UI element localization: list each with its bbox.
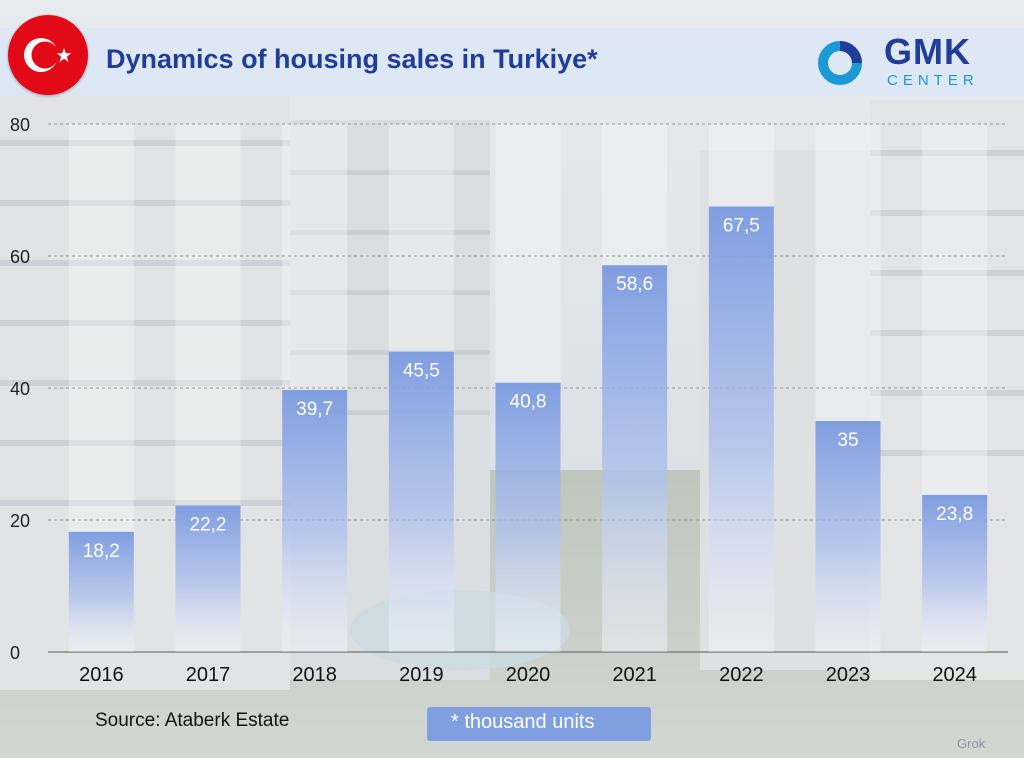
bar-value-label: 35 <box>837 430 858 451</box>
y-tick-label: 40 <box>10 379 30 399</box>
x-tick-label: 2018 <box>292 664 337 686</box>
x-tick-label: 2021 <box>612 664 657 686</box>
bar <box>282 389 348 652</box>
x-tick-label: 2016 <box>79 664 124 686</box>
x-tick-label: 2020 <box>506 664 551 686</box>
bar-value-label: 58,6 <box>616 274 653 295</box>
bar-value-label: 22,2 <box>190 514 227 535</box>
x-tick-label: 2023 <box>826 664 871 686</box>
bar <box>495 382 561 652</box>
x-tick-label: 2024 <box>932 664 977 686</box>
bar <box>922 494 988 652</box>
bar-value-label: 45,5 <box>403 361 440 382</box>
x-tick-label: 2022 <box>719 664 764 686</box>
bar <box>68 531 134 652</box>
watermark: Grok <box>957 736 986 751</box>
bar-value-label: 39,7 <box>296 399 333 420</box>
bar-value-label: 18,2 <box>83 541 120 562</box>
bar-value-label: 40,8 <box>510 392 547 413</box>
logo-name: GMK <box>884 31 971 72</box>
turkey-flag-icon <box>8 15 88 95</box>
x-tick-label: 2017 <box>186 664 231 686</box>
bar <box>708 206 774 652</box>
y-tick-label: 0 <box>10 643 20 663</box>
bar-value-label: 23,8 <box>936 504 973 525</box>
y-tick-label: 60 <box>10 247 30 267</box>
bar <box>175 505 241 652</box>
y-tick-label: 80 <box>10 115 30 135</box>
y-tick-label: 20 <box>10 511 30 531</box>
bar-value-label: 67,5 <box>723 216 760 237</box>
bar <box>388 351 454 652</box>
bar <box>602 265 668 652</box>
gmk-logo-icon <box>816 39 864 87</box>
source-note: Source: Ataberk Estate <box>95 710 290 731</box>
logo-subtitle: CENTER <box>887 72 979 89</box>
x-tick-label: 2019 <box>399 664 444 686</box>
unit-note: * thousand units <box>427 707 651 741</box>
bar <box>815 421 881 652</box>
chart-title: Dynamics of housing sales in Turkiye* <box>106 44 598 74</box>
